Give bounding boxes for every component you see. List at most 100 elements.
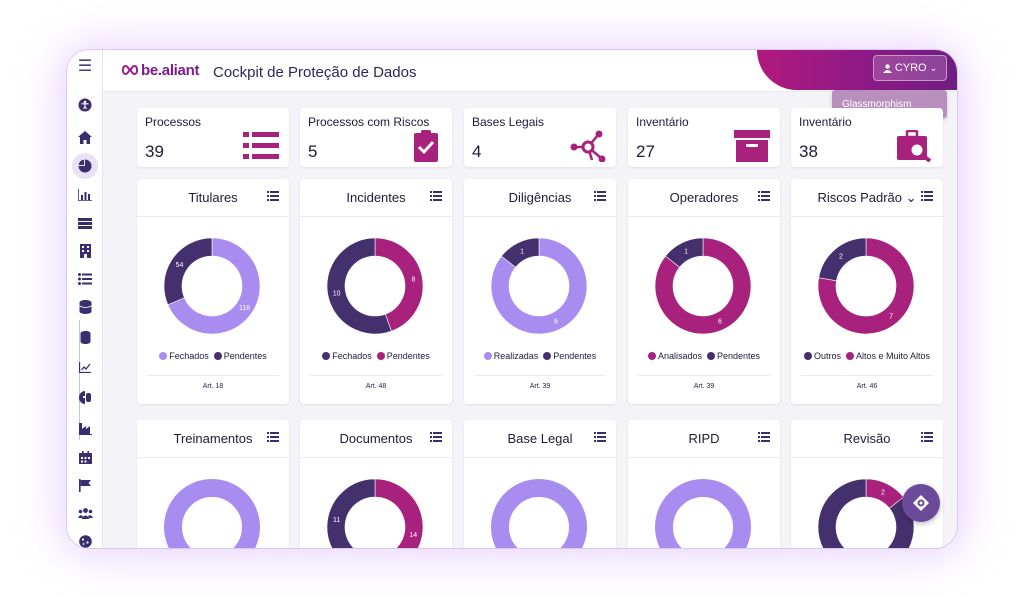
donut-slice[interactable] <box>374 237 424 332</box>
legend-label: Pendentes <box>553 351 597 361</box>
donut-slice[interactable] <box>501 237 540 268</box>
cookie-icon[interactable] <box>67 530 103 548</box>
floating-action-button[interactable] <box>902 484 940 522</box>
legend-item[interactable]: Pendentes <box>213 351 267 361</box>
donut-slice[interactable] <box>655 479 751 548</box>
user-menu-button[interactable]: CYRO ⌄ <box>873 55 947 81</box>
legend-item[interactable]: Pendentes <box>706 351 761 361</box>
page-title: Cockpit de Proteção de Dados <box>213 64 417 81</box>
home-icon[interactable] <box>67 126 103 148</box>
donut-slice[interactable] <box>163 237 213 306</box>
chart-icon[interactable] <box>67 386 103 408</box>
stat-card-processos-riscos[interactable]: Processos com Riscos 5 <box>300 108 452 167</box>
chart-card-title: Titulares <box>137 179 289 217</box>
chart-card-title: Incidentes <box>300 179 452 217</box>
donut-chart: 118 54 <box>163 237 261 335</box>
stat-card-processos[interactable]: Processos 39 <box>137 108 289 167</box>
app-window: ☰ <box>67 50 957 548</box>
legend-label: Altos e Muito Altos <box>855 351 931 361</box>
legend-swatch <box>543 352 552 360</box>
app-logo[interactable]: be.aliant <box>121 62 199 79</box>
legend-item[interactable]: Altos e Muito Altos <box>845 351 931 361</box>
list-icon[interactable] <box>921 191 933 201</box>
donut-slice[interactable] <box>654 237 752 335</box>
calendar-icon[interactable] <box>67 446 103 468</box>
legend-item[interactable]: Pendentes <box>376 351 430 361</box>
donut-slice[interactable] <box>491 479 587 548</box>
user-name: CYRO <box>894 62 927 74</box>
donut-slice[interactable] <box>490 237 588 335</box>
donut-slice[interactable] <box>818 237 867 282</box>
industry-icon[interactable] <box>67 418 103 440</box>
chart-card: Documentos 14 11 <box>300 420 452 548</box>
accessibility-icon[interactable] <box>67 94 103 116</box>
users-icon[interactable] <box>67 502 103 524</box>
legend-label: Pendentes <box>716 351 761 361</box>
donut-data-label: 6 <box>718 319 722 326</box>
bar-chart-icon[interactable] <box>67 184 103 206</box>
list-icon[interactable] <box>594 191 606 201</box>
donut-data-label: 54 <box>176 262 184 269</box>
donut-data-label: 2 <box>839 254 843 261</box>
donut-slice[interactable] <box>665 237 704 268</box>
donut-slice[interactable] <box>357 478 424 548</box>
list-icon[interactable] <box>921 432 933 442</box>
database-icon[interactable] <box>67 296 103 318</box>
chart-card-title: Treinamentos <box>137 420 289 458</box>
stat-value: 27 <box>636 142 655 161</box>
list-icon[interactable] <box>594 432 606 442</box>
legend-label: Pendentes <box>386 351 430 361</box>
donut-slice[interactable] <box>164 479 260 548</box>
article-reference: Art. 39 <box>638 375 770 397</box>
donut-chart: 8 10 <box>326 237 424 335</box>
chart-card: Diligências 6 1 Realizadas Pendentes Art. 39 <box>464 179 616 404</box>
legend-item[interactable]: Pendentes <box>543 351 596 361</box>
list-icon[interactable] <box>430 432 442 442</box>
bullet-list-icon[interactable] <box>67 268 103 290</box>
line-chart-icon[interactable] <box>67 356 103 378</box>
stat-card-inventario-2[interactable]: Inventário 38 <box>791 108 943 167</box>
list-icon[interactable] <box>758 432 770 442</box>
menu-icon[interactable]: ☰ <box>77 58 93 75</box>
legend-swatch <box>647 352 656 360</box>
list-icon[interactable] <box>67 212 103 234</box>
chart-card: Riscos Padrão ⌄ 7 2 Outros Altos e Muito Alt… <box>791 179 943 404</box>
donut-slice[interactable] <box>817 478 915 548</box>
list-icon[interactable] <box>267 191 279 201</box>
stat-card-bases-legais[interactable]: Bases Legais 4 <box>464 108 616 167</box>
list-icon[interactable] <box>758 191 770 201</box>
stat-value: 39 <box>145 142 164 161</box>
logo-text: be.aliant <box>141 62 200 79</box>
chart-legend: Analisados Pendentes <box>628 351 780 361</box>
legend-item[interactable]: Realizadas <box>483 351 538 361</box>
legend-item[interactable]: Outros <box>803 351 841 361</box>
legend-item[interactable]: Fechados <box>322 351 372 361</box>
list-icon[interactable] <box>430 191 442 201</box>
donut-slice[interactable] <box>326 478 376 548</box>
chart-card-title: Documentos <box>300 420 452 458</box>
building-icon[interactable] <box>67 240 103 262</box>
legend-item[interactable]: Fechados <box>159 351 209 361</box>
list-icon[interactable] <box>267 432 279 442</box>
donut-chart: 2 <box>817 478 915 548</box>
donut-chart <box>655 479 751 548</box>
database-icon[interactable] <box>67 326 103 348</box>
legend-swatch <box>706 352 715 360</box>
article-reference: Art. 39 <box>474 375 606 397</box>
pie-chart-icon[interactable] <box>72 153 98 179</box>
legend-swatch <box>159 352 168 360</box>
donut-data-label: 2 <box>881 489 885 496</box>
eye-icon <box>913 495 929 511</box>
donut-slice[interactable] <box>817 237 915 335</box>
donut-slice[interactable] <box>167 237 261 335</box>
legend-label: Analisados <box>657 351 702 361</box>
flag-icon[interactable] <box>67 474 103 496</box>
legend-swatch <box>845 352 854 360</box>
top-header: be.aliant Cockpit de Proteção de Dados C… <box>103 50 957 92</box>
stat-card-inventario[interactable]: Inventário 27 <box>628 108 780 167</box>
article-reference: Art. 48 <box>310 375 442 397</box>
legend-item[interactable]: Analisados <box>647 351 702 361</box>
chart-card-title: RIPD <box>628 420 780 458</box>
donut-slice[interactable] <box>326 237 392 335</box>
article-reference: Art. 18 <box>147 375 279 397</box>
